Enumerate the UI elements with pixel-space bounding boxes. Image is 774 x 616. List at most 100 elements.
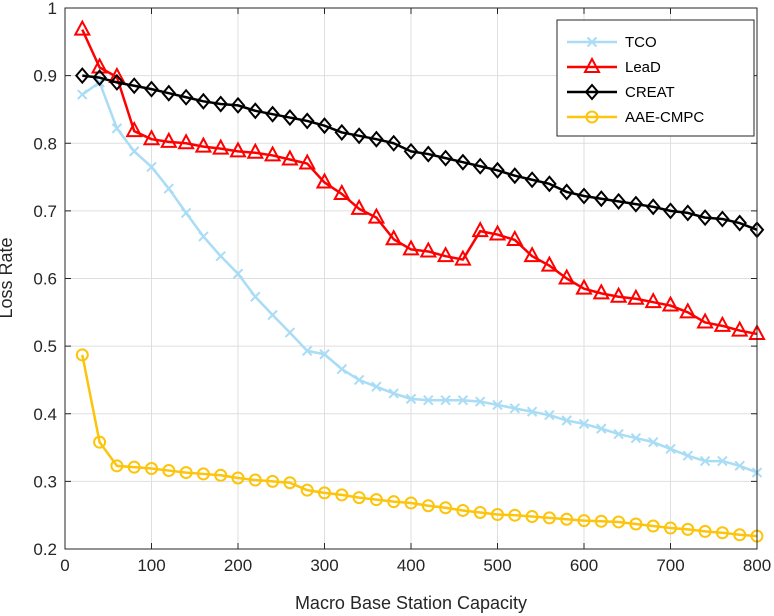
legend-marker	[583, 56, 601, 73]
data-point-lead	[229, 141, 247, 158]
x-tick-label: 200	[224, 556, 252, 575]
data-point-lead	[558, 268, 576, 285]
data-point-tco	[319, 349, 330, 360]
data-point-aae-cmpc	[179, 466, 193, 480]
data-point-lead	[194, 136, 213, 153]
data-point-lead	[679, 302, 697, 319]
x-tick-label: 800	[743, 556, 771, 575]
data-point-creat	[455, 153, 471, 171]
series-line-tco	[81, 81, 758, 474]
series-line-aae-cmpc	[81, 354, 758, 538]
x-tick-label: 300	[310, 556, 338, 575]
data-point-tco	[561, 415, 572, 426]
data-point-tco	[509, 403, 521, 414]
legend-item-tco: TCO	[567, 34, 657, 51]
data-point-creat	[109, 73, 125, 91]
data-point-tco	[111, 123, 123, 134]
data-point-aae-cmpc	[387, 495, 401, 509]
data-point-lead	[298, 153, 316, 170]
data-point-lead	[575, 278, 593, 295]
data-point-tco	[301, 345, 313, 357]
data-point-lead	[540, 255, 559, 272]
data-point-aae-cmpc	[577, 514, 591, 528]
data-point-creat	[490, 161, 505, 179]
data-point-tco	[180, 207, 192, 219]
data-point-aae-cmpc	[733, 528, 747, 542]
data-point-lead	[609, 286, 628, 303]
data-point-aae-cmpc	[508, 508, 522, 522]
data-point-lead	[488, 224, 507, 241]
data-point-tco	[717, 455, 728, 467]
data-point-tco	[198, 231, 209, 242]
data-point-creat	[178, 88, 194, 106]
data-point-tco	[128, 146, 140, 157]
data-point-tco	[267, 309, 278, 321]
data-point-aae-cmpc	[369, 493, 383, 507]
legend-label: TCO	[625, 34, 657, 51]
y-tick-label: 0.2	[33, 540, 57, 559]
data-point-creat	[403, 142, 419, 160]
x-tick-label: 500	[483, 556, 511, 575]
data-point-creat	[230, 96, 246, 114]
data-point-aae-cmpc	[352, 491, 366, 505]
data-point-creat	[507, 167, 523, 185]
data-point-lead	[419, 241, 437, 258]
data-point-creat	[593, 190, 609, 208]
ticks: 0 100 200 300 400 500 600 700 800 0.2 0.3 0.4 0.5 0.6…	[33, 0, 771, 575]
data-point-tco	[734, 460, 745, 472]
y-tick-label: 0.8	[33, 134, 57, 153]
x-tick-label: 400	[397, 556, 425, 575]
data-point-tco	[526, 406, 538, 417]
data-point-tco	[405, 393, 417, 405]
data-point-creat	[126, 77, 142, 95]
data-point-creat	[697, 209, 713, 227]
data-point-lead	[696, 312, 714, 329]
x-tick-label: 600	[570, 556, 598, 575]
data-point-creat	[732, 214, 748, 232]
x-axis-label: Macro Base Station Capacity	[295, 593, 527, 613]
data-point-tco	[492, 399, 503, 411]
data-point-creat	[542, 175, 557, 193]
data-point-creat	[645, 198, 661, 216]
data-point-lead	[367, 207, 386, 224]
data-point-aae-cmpc	[681, 522, 695, 536]
data-point-tco	[647, 436, 659, 448]
legend-item-lead: LeaD	[567, 56, 661, 76]
data-point-tco	[77, 89, 88, 100]
data-point-tco	[284, 327, 296, 338]
data-point-aae-cmpc	[715, 526, 729, 540]
series-aae-cmpc	[75, 348, 764, 543]
data-point-tco	[215, 250, 226, 262]
data-point-aae-cmpc	[421, 499, 435, 513]
data-point-tco	[146, 161, 157, 173]
legend-label: CREAT	[625, 84, 675, 101]
data-point-tco	[699, 455, 711, 467]
legend: TCO LeaD CREAT AAE-CMPC	[556, 19, 755, 137]
data-point-aae-cmpc	[162, 464, 176, 478]
legend-label: LeaD	[625, 59, 661, 76]
data-point-lead	[160, 131, 178, 148]
data-point-tco	[665, 443, 676, 455]
data-point-creat	[213, 95, 229, 113]
data-point-tco	[578, 418, 590, 430]
data-point-aae-cmpc	[491, 508, 504, 522]
series-creat	[74, 67, 765, 239]
data-point-lead	[246, 142, 264, 159]
x-tick-label: 0	[60, 556, 69, 575]
data-point-aae-cmpc	[664, 521, 677, 535]
data-point-creat	[680, 204, 696, 222]
data-point-creat	[74, 67, 90, 85]
data-point-aae-cmpc	[93, 435, 107, 449]
data-point-creat	[351, 127, 367, 145]
data-point-creat	[559, 183, 575, 201]
series-line-lead	[81, 29, 758, 336]
data-point-tco	[474, 396, 486, 407]
y-tick-label: 0.3	[33, 472, 57, 491]
y-tick-label: 0.9	[33, 67, 57, 86]
data-point-creat	[472, 157, 488, 175]
data-point-aae-cmpc	[266, 474, 280, 488]
data-point-tco	[163, 183, 175, 194]
data-point-lead	[263, 145, 282, 162]
data-point-aae-cmpc	[594, 514, 608, 528]
data-point-lead	[333, 183, 351, 200]
